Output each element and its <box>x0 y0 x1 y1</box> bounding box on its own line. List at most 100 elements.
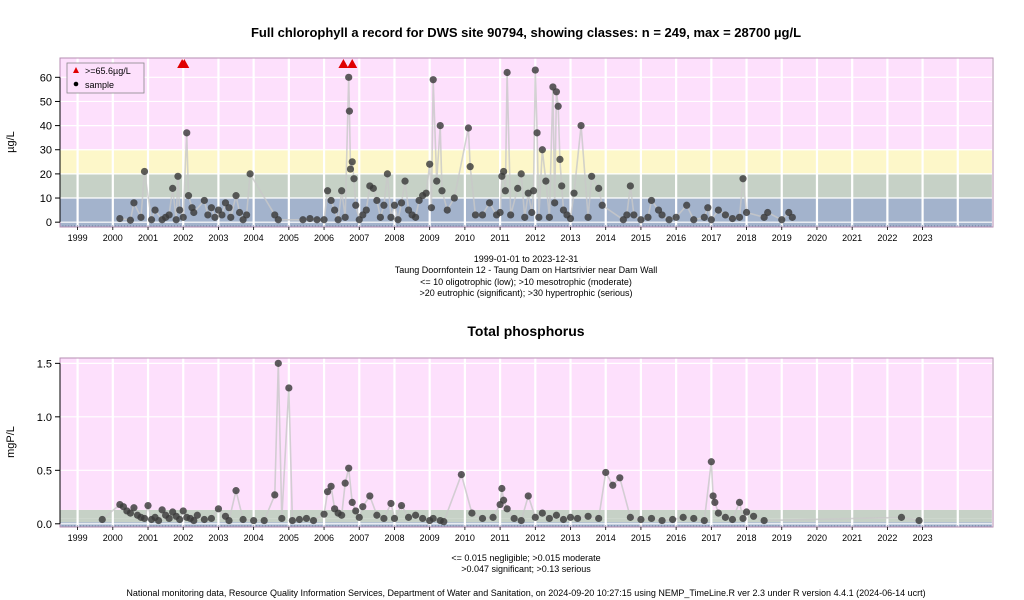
phosphorus-class-note-2: >0.047 significant; >0.13 serious <box>461 564 591 574</box>
chlorophyll-class-note-1: <= 10 oligotrophic (low); >10 mesotrophi… <box>420 277 632 287</box>
sample-point <box>116 214 124 223</box>
sample-point <box>739 514 747 523</box>
sample-point <box>514 184 522 192</box>
sample-point <box>507 211 515 219</box>
sample-point <box>348 498 356 506</box>
x-tick-label: 2005 <box>279 533 299 543</box>
sample-point <box>707 458 715 466</box>
sample-point <box>169 184 177 192</box>
sample-point <box>728 515 737 524</box>
sample-point <box>373 511 381 519</box>
sample-point <box>517 170 525 178</box>
sample-point <box>341 213 349 221</box>
x-tick-label: 1999 <box>68 533 88 543</box>
sample-point <box>246 170 254 178</box>
phosphorus-title: Total phosphorus <box>467 323 584 339</box>
sample-point <box>471 211 480 219</box>
sample-point <box>274 359 282 367</box>
sample-point <box>742 508 751 516</box>
x-tick-label: 2016 <box>666 533 686 543</box>
class-band <box>60 509 993 519</box>
x-tick-label: 2014 <box>596 533 616 543</box>
sample-point <box>355 513 363 521</box>
sample-point <box>443 206 451 214</box>
sample-point <box>320 216 328 224</box>
exceedance-triangle <box>179 59 190 68</box>
sample-point <box>288 516 296 525</box>
x-tick-label: 2001 <box>138 233 158 243</box>
sample-point <box>647 196 656 205</box>
sample-point <box>658 211 666 219</box>
sample-point <box>306 214 314 223</box>
sample-point <box>334 216 342 224</box>
sample-point <box>323 488 332 496</box>
chlorophyll-legend: >=65.6µg/L sample <box>66 62 145 94</box>
sample-point <box>739 175 747 183</box>
sample-point <box>500 496 508 504</box>
sample-point <box>390 201 399 209</box>
sample-point <box>401 177 409 185</box>
sample-point <box>496 208 504 217</box>
chlorophyll-panel: Full chlorophyll a record for DWS site 9… <box>5 25 995 298</box>
chlorophyll-site-name: Taung Doornfontein 12 - Taung Dam on Har… <box>395 265 658 275</box>
sample-point <box>595 184 603 192</box>
sample-point <box>438 187 446 195</box>
x-tick-label: 2020 <box>807 233 827 243</box>
sample-point <box>126 216 135 224</box>
sample-point <box>570 189 578 197</box>
sample-point <box>595 514 603 523</box>
sample-point <box>165 211 173 219</box>
x-tick-label: 2011 <box>490 533 509 543</box>
sample-point <box>679 513 687 521</box>
sample-point <box>498 484 506 493</box>
sample-point <box>338 187 346 195</box>
sample-point <box>98 515 106 524</box>
x-tick-label: 2018 <box>737 533 757 543</box>
sample-point <box>376 213 384 221</box>
chlorophyll-plot-area: 0 10 20 30 40 50 60 1999 2000 2001 2002 2003 2004 200… <box>40 57 995 243</box>
sample-point <box>419 514 427 523</box>
x-tick-label: 2020 <box>807 533 827 543</box>
sample-point <box>341 479 349 487</box>
chlorophyll-class-note-2: >20 eutrophic (significant); >30 hypertr… <box>419 288 632 298</box>
sample-point <box>350 175 358 183</box>
x-tick-label: 2009 <box>420 533 440 543</box>
sample-point <box>373 196 381 205</box>
sample-point <box>174 172 182 180</box>
sample-point <box>387 499 395 508</box>
x-tick-label: 2000 <box>103 533 123 543</box>
sample-point <box>510 514 518 523</box>
x-tick-label: 2003 <box>208 533 228 543</box>
sample-point <box>176 515 184 524</box>
sample-point <box>616 474 624 482</box>
sample-point <box>728 214 737 223</box>
x-tick-label: 1999 <box>68 233 88 243</box>
sample-point <box>637 515 645 524</box>
sample-point <box>598 201 606 209</box>
sample-point <box>721 513 730 521</box>
sample-point <box>658 516 666 525</box>
sample-point <box>573 514 582 523</box>
sample-point <box>690 514 698 523</box>
sample-point <box>457 470 465 479</box>
sample-point <box>501 187 509 195</box>
sample-point <box>704 204 712 212</box>
class-band <box>60 58 993 150</box>
sample-point <box>390 514 399 523</box>
x-tick-label: 2010 <box>455 233 475 243</box>
sample-point <box>227 213 235 221</box>
sample-point <box>218 211 226 219</box>
sample-point <box>577 122 585 130</box>
chlorophyll-x-caption: 1999-01-01 to 2023-12-31 Taung Doornfont… <box>395 254 658 298</box>
sample-point <box>552 511 561 519</box>
x-tick-label: 2000 <box>103 233 123 243</box>
sample-point <box>440 518 448 526</box>
x-tick-label: 2005 <box>279 233 299 243</box>
sample-point <box>566 214 575 223</box>
sample-point <box>626 182 634 190</box>
sample-point <box>411 213 420 221</box>
x-tick-label: 2013 <box>560 233 580 243</box>
phosphorus-plot-area: 0.0 0.5 1.0 1.5 1999 2000 2001 2002 2003 2004 2005… <box>37 357 995 543</box>
x-tick-label: 2003 <box>208 233 228 243</box>
sample-point <box>345 73 353 81</box>
